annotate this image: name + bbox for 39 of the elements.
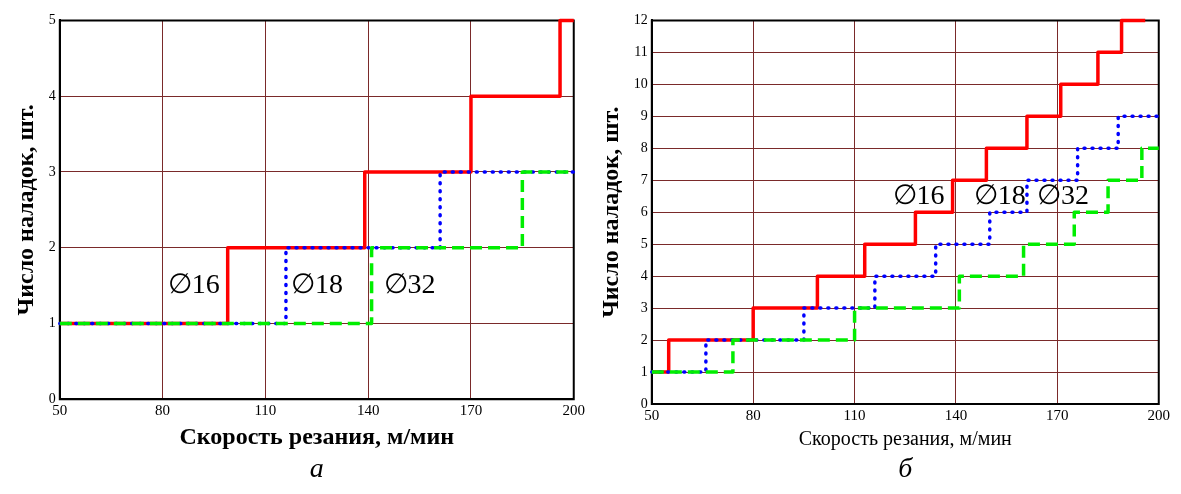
text: а (309, 452, 324, 484)
series-label: ∅18 (291, 267, 344, 299)
x-tick-label: 110 (254, 402, 277, 419)
x-tick-label: 170 (1046, 406, 1069, 423)
y-tick-label: 3 (640, 299, 648, 315)
y-tick-label: 1 (48, 315, 56, 331)
series-label: ∅18 (973, 179, 1026, 211)
series-label: ∅32 (383, 267, 436, 299)
y-tick-label: 3 (48, 163, 56, 179)
x-tick-label: 80 (745, 406, 761, 423)
y-tick-label: 5 (640, 235, 648, 251)
y-tick-label: 9 (640, 107, 648, 123)
series-label: ∅16 (167, 267, 220, 299)
y-tick-label: 12 (633, 12, 648, 28)
x-tick-label: 110 (843, 406, 866, 423)
x-tick-label: 200 (1147, 406, 1170, 423)
y-tick-label: 2 (48, 239, 56, 255)
y-axis-title: Число наладок, шт. (11, 104, 38, 316)
x-tick-label: 80 (155, 402, 171, 419)
y-tick-label: 2 (640, 331, 648, 347)
x-axis-title: Скорость резания, м/мин (179, 422, 455, 449)
y-tick-label: 5 (48, 12, 56, 28)
y-tick-label: 4 (48, 87, 56, 103)
x-axis-title: Скорость резания, м/мин (798, 427, 1013, 451)
x-tick-label: 170 (459, 402, 483, 419)
y-tick-label: 4 (640, 267, 648, 283)
text: б (898, 452, 914, 484)
y-tick-label: 7 (640, 171, 648, 187)
y-tick-label: 8 (640, 139, 648, 155)
x-tick-label: 200 (562, 402, 585, 419)
y-tick-label: 10 (633, 76, 648, 92)
y-tick-label: 0 (640, 395, 648, 411)
series-label: ∅16 (892, 179, 945, 211)
y-tick-label: 11 (634, 44, 648, 60)
y-tick-label: 6 (640, 203, 648, 219)
y-tick-label: 1 (640, 363, 648, 379)
x-tick-label: 140 (356, 402, 380, 419)
y-axis-title: Число наладок, шт. (596, 106, 623, 318)
x-tick-label: 140 (944, 406, 968, 423)
